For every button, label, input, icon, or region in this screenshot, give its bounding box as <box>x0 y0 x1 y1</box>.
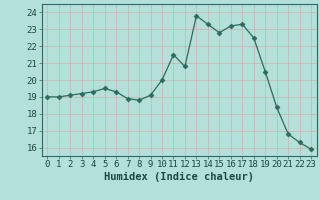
X-axis label: Humidex (Indice chaleur): Humidex (Indice chaleur) <box>104 172 254 182</box>
